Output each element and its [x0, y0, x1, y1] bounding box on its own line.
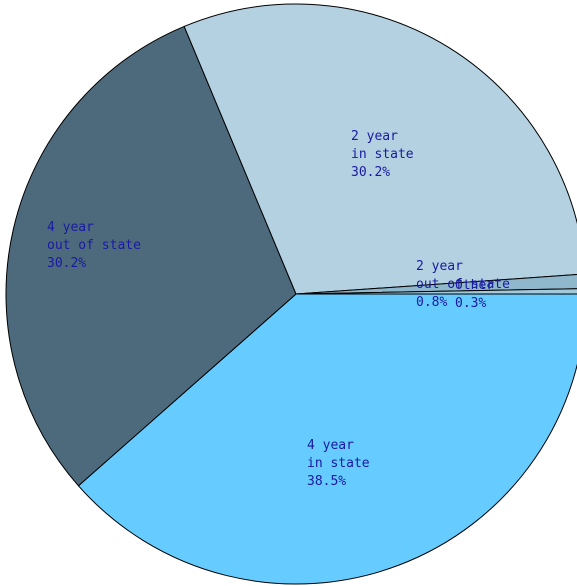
slice-value: 30.2% [47, 256, 87, 271]
pie-slice [295, 274, 577, 295]
slice-value: 30.2% [351, 165, 391, 180]
slice-value: 0.3% [455, 296, 487, 311]
slice-name: Other [455, 278, 495, 293]
pie-slice [295, 288, 577, 295]
slice-value: 0.8% [416, 295, 448, 310]
slice-name: 2 year out of state [416, 259, 510, 292]
slice-label: 2 year out of state 0.8% [416, 258, 510, 312]
slice-name: 4 year in state [307, 438, 370, 471]
slice-label: 4 year out of state 30.2% [47, 219, 141, 273]
pie-slice [183, 3, 577, 295]
slice-label: 4 year in state 38.5% [307, 437, 370, 491]
slice-label: 2 year in state 30.2% [351, 128, 414, 182]
slice-value: 38.5% [307, 474, 347, 489]
slice-name: 4 year out of state [47, 220, 141, 253]
slice-label: Other 0.3% [455, 277, 494, 313]
pie-slice [5, 25, 297, 487]
pie-slice [77, 293, 577, 585]
slice-name: 2 year in state [351, 129, 414, 162]
